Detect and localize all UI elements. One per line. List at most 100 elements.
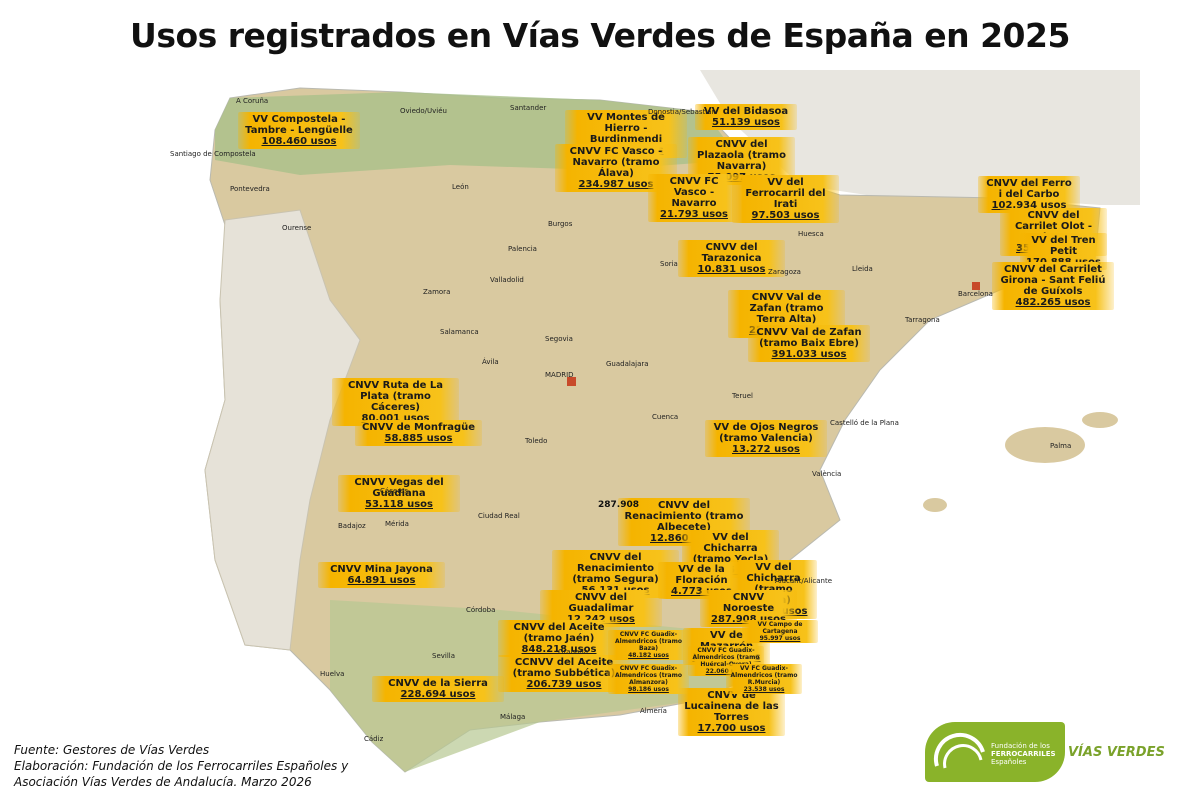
- route-usos: 58.885 usos: [384, 433, 453, 444]
- city-name: Guadalajara: [606, 360, 649, 368]
- city-name: Cádiz: [364, 735, 384, 743]
- route-name: VV del Ferrocarril del Irati: [745, 177, 826, 210]
- logo-icon: [933, 732, 985, 769]
- route-usos: 53.118 usos: [365, 499, 433, 510]
- route-name: CNVV del Aceite (tramo Jaén): [513, 622, 605, 644]
- route-name: CNVV FC Vasco - Navarro (tramo Álava): [569, 146, 663, 179]
- route-name: CNVV de la Sierra: [388, 678, 488, 689]
- city-name: Segovia: [545, 335, 573, 343]
- route-label: CNVV de Lucainena de las Torres 17.700 us…: [678, 688, 785, 736]
- route-usos: 21.793 usos: [660, 209, 728, 220]
- island: [923, 498, 947, 512]
- route-usos: 848.218 usos: [521, 644, 597, 655]
- route-label: VV del Ferrocarril del Irati 97.503 usos: [732, 175, 839, 223]
- city-name: Tarragona: [905, 316, 940, 324]
- route-label: CNVV del Carrilet Girona - Sant Feliú de…: [992, 262, 1114, 310]
- route-usos: 287.908 usos: [711, 614, 786, 625]
- route-name: CNVV del Carrilet Girona - Sant Feliú de…: [1000, 264, 1106, 297]
- route-usos: 51.139 usos: [712, 117, 780, 128]
- route-usos: 206.739 usos: [526, 679, 602, 690]
- city-name: Badajoz: [338, 522, 366, 530]
- route-name: CNVV Noroeste: [722, 592, 775, 614]
- city-name: Granada: [558, 648, 589, 656]
- route-name: CNVV de Monfragüe: [361, 422, 476, 433]
- route-name: CNVV Vegas del Guadiana: [354, 477, 444, 499]
- route-name: CNVV del Plazaola (tramo Navarra): [697, 139, 786, 172]
- route-usos: 48.182 usos: [628, 652, 669, 659]
- city-name: Santander: [510, 104, 547, 112]
- route-name: CNVV Val de Zafan (tramo Terra Alta): [749, 292, 824, 325]
- route-label: CNVV FC Vasco - Navarro 21.793 usos: [648, 174, 740, 222]
- route-label: CNVV del Aceite (tramo Jaén) 848.218 usos: [498, 620, 620, 657]
- route-usos: 482.265 usos: [1015, 297, 1091, 308]
- city-name: Lleida: [852, 265, 873, 273]
- route-label: CNVV Vegas del Guadiana 53.118 usos: [338, 475, 460, 512]
- route-name: VV Montes de Hierro - Burdinmendi: [587, 112, 665, 145]
- city-name: Ciudad Real: [478, 512, 520, 520]
- city-name: Zamora: [423, 288, 451, 296]
- route-name: VV Compostela - Tambre - Lengüelle: [245, 114, 353, 136]
- city-name: Palma: [1050, 442, 1072, 450]
- route-usos: 98.186 usos: [628, 686, 669, 693]
- island: [1005, 427, 1085, 463]
- city-name: MADRID: [545, 371, 574, 379]
- route-label: CNVV Mina Jayona 64.891 usos: [318, 562, 445, 588]
- route-usos: 234.987 usos: [578, 179, 654, 190]
- route-usos: 13.272 usos: [732, 444, 800, 455]
- city-name: Toledo: [525, 437, 548, 445]
- route-usos: 10.831 usos: [697, 264, 766, 275]
- route-label: CNVV Val de Zafan (tramo Baix Ebre) 391.0…: [748, 325, 870, 362]
- route-name: CCNVV del Aceite (tramo Subbética): [512, 657, 616, 679]
- logo-text: Españoles: [991, 758, 1027, 766]
- footer-line: Fuente: Gestores de Vías Verdes: [14, 743, 210, 757]
- route-label: CNVV Ruta de La Plata (tramo Cáceres) 80.…: [332, 378, 459, 426]
- route-label: VV Compostela - Tambre - Lengüelle 108.46…: [238, 112, 360, 149]
- portugal: [204, 209, 361, 651]
- city-name: León: [452, 183, 469, 191]
- route-name: CNVV del Guadalimar: [568, 592, 634, 614]
- island: [1082, 412, 1118, 428]
- logo: Fundación de los FERROCARRILES Españoles: [925, 722, 1065, 782]
- city-name: Córdoba: [466, 606, 496, 614]
- city-name: Soria: [660, 260, 678, 268]
- city-name: Santiago de Compostela: [170, 150, 256, 158]
- city-name: Almería: [640, 707, 667, 715]
- route-label: CNVV del Ferro i del Carbo 102.934 usos: [978, 176, 1080, 213]
- city-name: Cáceres: [380, 487, 409, 495]
- route-name: VV Campo de Cartagena: [757, 621, 803, 635]
- route-name: CNVV FC Vasco - Navarro: [669, 176, 719, 209]
- route-name: VV del Chicharra (tramo Yecla): [692, 532, 769, 565]
- route-name: VV del Bidasoa: [703, 106, 789, 117]
- footer: Fuente: Gestores de Vías Verdes Elaborac…: [14, 742, 348, 790]
- city-name: Palencia: [508, 245, 537, 253]
- route-label: CNVV FC Vasco - Navarro (tramo Álava) 234…: [555, 144, 677, 192]
- value-label: 287.908: [598, 500, 639, 510]
- route-name: VV de la Floración: [675, 564, 728, 586]
- route-name: CNVV del Renacimiento (tramo Albecete): [624, 500, 744, 533]
- route-label: VV Campo de Cartagena 95.997 usos: [742, 620, 818, 643]
- city-name: Salamanca: [440, 328, 479, 336]
- city-name: Zaragoza: [768, 268, 801, 276]
- route-usos: 95.997 usos: [759, 635, 801, 642]
- route-name: CNVV Val de Zafan (tramo Baix Ebre): [756, 327, 862, 349]
- city-name: Ávila: [482, 358, 499, 366]
- city-name: Barcelona: [958, 290, 993, 298]
- city-name: Donostia/Sebastián: [648, 108, 716, 116]
- city-name: Málaga: [500, 713, 526, 721]
- city-name: A Coruña: [236, 97, 269, 105]
- route-usos: 12.242 usos: [567, 614, 635, 625]
- route-usos: 102.934 usos: [991, 200, 1067, 211]
- route-label: CNVV de la Sierra 228.694 usos: [372, 676, 504, 702]
- city-name: Burgos: [548, 220, 573, 228]
- city-name: Cuenca: [652, 413, 679, 421]
- france: [700, 70, 1140, 205]
- route-label: CNVV del Guadalimar12.242 usos: [540, 590, 662, 627]
- route-label: CNVV del Tarazonica 10.831 usos: [678, 240, 785, 277]
- barcelona-marker: [972, 282, 980, 290]
- route-label: VV FC Guadix-Almendricos (tramo R.Murcia…: [726, 664, 802, 694]
- route-name: VV de Ojos Negros (tramo Valencia): [713, 422, 819, 444]
- madrid-marker: [567, 377, 576, 386]
- route-name: VV del Tren Petit: [1031, 235, 1096, 257]
- route-name: CNVV del Ferro i del Carbo: [986, 178, 1072, 200]
- route-label: CNVV de Monfragüe 58.885 usos: [355, 420, 482, 446]
